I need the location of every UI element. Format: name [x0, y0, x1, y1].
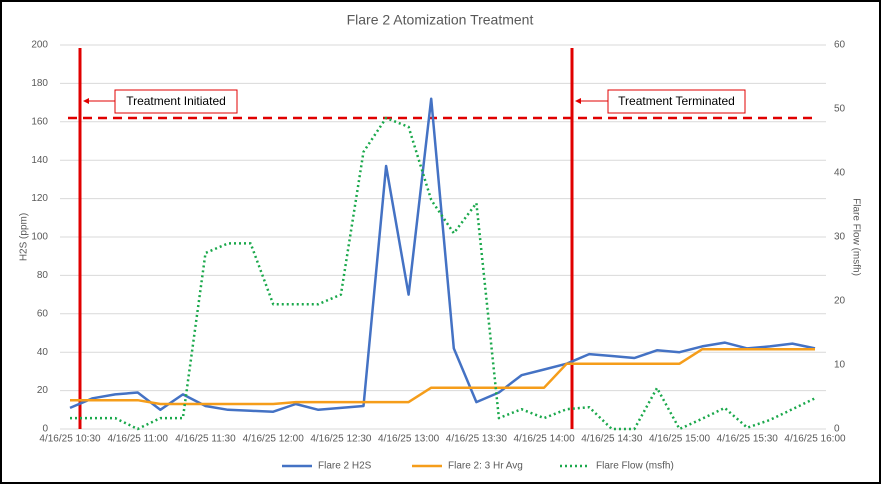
x-tick-label: 4/16/25 11:30 — [175, 434, 236, 445]
annotation-box — [607, 89, 746, 114]
y-tick-label: 160 — [31, 116, 48, 127]
x-tick-label: 4/16/25 16:00 — [784, 434, 846, 445]
y-tick-label: 80 — [37, 270, 49, 281]
y2-axis-label: Flare Flow (msfh) — [850, 198, 861, 276]
x-tick-label: 4/16/25 13:00 — [378, 434, 440, 445]
series-line — [70, 348, 815, 406]
y-axis-label: H2S (ppm) — [19, 213, 30, 261]
annotation-box — [114, 89, 238, 114]
y2-tick-label: 0 — [834, 424, 840, 435]
y2-tick-label: 30 — [834, 232, 846, 243]
series-line — [69, 97, 816, 413]
y-tick-label: 20 — [37, 385, 49, 396]
y-tick-label: 140 — [31, 155, 48, 166]
y-tick-label: 40 — [37, 347, 49, 358]
series-line — [70, 116, 816, 431]
x-tick-label: 4/16/25 12:30 — [310, 434, 372, 445]
annotation-text: Treatment Initiated — [126, 94, 226, 108]
chart-title: Flare 2 Atomization Treatment — [347, 12, 534, 28]
x-tick-label: 4/16/25 10:30 — [39, 434, 101, 445]
legend-label: Flare Flow (msfh) — [596, 461, 674, 472]
y2-tick-label: 10 — [834, 360, 846, 371]
legend-label: Flare 2: 3 Hr Avg — [448, 461, 523, 472]
x-tick-label: 4/16/25 11:00 — [108, 434, 169, 445]
y-tick-label: 60 — [37, 308, 49, 319]
x-tick-label: 4/16/25 15:30 — [717, 434, 779, 445]
x-tick-label: 4/16/25 14:00 — [514, 434, 576, 445]
x-tick-label: 4/16/25 15:00 — [649, 434, 711, 445]
y2-tick-label: 40 — [834, 168, 846, 179]
y-tick-label: 200 — [31, 40, 48, 51]
x-tick-label: 4/16/25 14:30 — [581, 434, 643, 445]
x-tick-label: 4/16/25 13:30 — [446, 434, 508, 445]
legend-label: Flare 2 H2S — [318, 461, 372, 472]
y2-tick-label: 50 — [834, 104, 846, 115]
arrow-head — [575, 98, 581, 104]
y2-tick-label: 60 — [834, 40, 846, 51]
y-tick-label: 120 — [31, 193, 48, 204]
y-tick-label: 100 — [31, 232, 48, 243]
y-tick-label: 180 — [31, 78, 48, 89]
annotation-text: Treatment Terminated — [618, 94, 735, 108]
arrow-head — [83, 98, 89, 104]
y-tick-label: 0 — [42, 424, 48, 435]
x-tick-label: 4/16/25 12:00 — [243, 434, 305, 445]
y2-tick-label: 20 — [834, 296, 846, 307]
